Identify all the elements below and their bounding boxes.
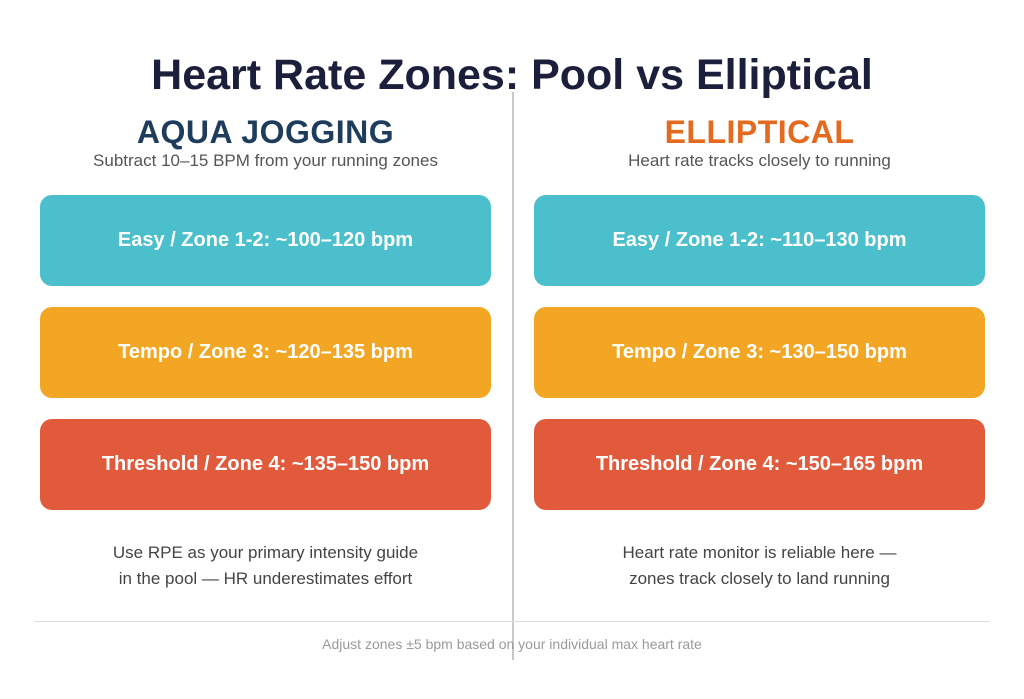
aqua-jogging-subtitle: Subtract 10–15 BPM from your running zon… [93,151,438,170]
aqua-note-line-1: Use RPE as your primary intensity guide [112,543,419,562]
elliptical-note-line-2: zones track closely to land running [629,569,890,588]
elliptical-column: ELLIPTICAL Heart rate tracks closely to … [534,110,985,588]
aqua-jogging-note: Use RPE as your primary intensity guide … [40,540,491,592]
aqua-zone-easy: Easy / Zone 1-2: ~100–120 bpm [40,195,491,286]
elliptical-heading: ELLIPTICAL [664,114,855,150]
aqua-jogging-heading: AQUA JOGGING [136,114,395,150]
elliptical-subtitle: Heart rate tracks closely to running [628,151,891,170]
elliptical-zone-threshold: Threshold / Zone 4: ~150–165 bpm [534,419,985,510]
aqua-jogging-column: AQUA JOGGING Subtract 10–15 BPM from you… [40,110,491,588]
elliptical-note-line-1: Heart rate monitor is reliable here — [622,543,897,562]
aqua-zone-threshold: Threshold / Zone 4: ~135–150 bpm [40,419,491,510]
footer-divider [35,621,989,622]
elliptical-zone-easy: Easy / Zone 1-2: ~110–130 bpm [534,195,985,286]
aqua-note-line-2: in the pool — HR underestimates effort [118,569,413,588]
page-title: Heart Rate Zones: Pool vs Elliptical [151,51,873,99]
column-divider [512,92,514,660]
elliptical-note: Heart rate monitor is reliable here — zo… [534,540,985,592]
footer-note: Adjust zones ±5 bpm based on your indivi… [322,636,702,652]
aqua-zone-tempo: Tempo / Zone 3: ~120–135 bpm [40,307,491,398]
elliptical-zone-tempo: Tempo / Zone 3: ~130–150 bpm [534,307,985,398]
